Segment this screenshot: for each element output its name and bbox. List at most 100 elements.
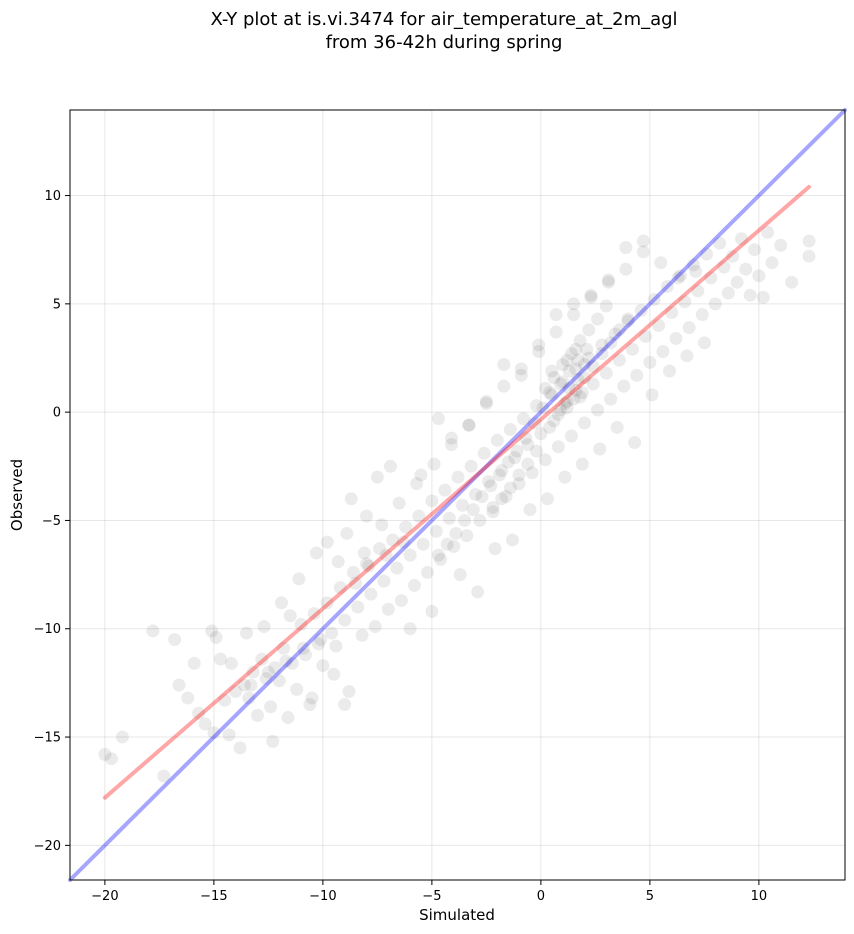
y-tick-label: 10 bbox=[44, 189, 61, 204]
data-point bbox=[595, 347, 609, 361]
x-axis-ticks: −20 −15 −10 −5 0 5 10 bbox=[91, 880, 767, 904]
data-point bbox=[508, 451, 522, 465]
data-point bbox=[222, 728, 236, 742]
data-point bbox=[660, 280, 674, 294]
data-point bbox=[333, 581, 347, 595]
data-point bbox=[713, 236, 727, 250]
data-point bbox=[187, 656, 201, 670]
x-tick-label: −10 bbox=[309, 889, 336, 904]
data-point bbox=[303, 698, 317, 712]
data-point bbox=[344, 492, 358, 506]
data-point bbox=[554, 403, 568, 417]
data-point bbox=[486, 505, 500, 519]
data-point bbox=[669, 332, 683, 346]
data-point bbox=[349, 576, 363, 590]
data-point bbox=[479, 396, 493, 410]
data-point bbox=[246, 665, 260, 679]
data-point bbox=[549, 308, 563, 322]
data-point bbox=[628, 435, 642, 449]
data-point bbox=[582, 323, 596, 337]
data-point bbox=[305, 691, 319, 705]
data-point bbox=[373, 542, 387, 556]
data-point bbox=[612, 353, 626, 367]
data-point bbox=[255, 652, 269, 666]
data-point bbox=[392, 496, 406, 510]
data-point bbox=[283, 609, 297, 623]
data-point bbox=[577, 358, 591, 372]
data-point bbox=[445, 431, 459, 445]
plot-area-frame bbox=[69, 109, 846, 881]
y-tick-label: −15 bbox=[34, 731, 61, 746]
data-point bbox=[209, 630, 223, 644]
data-point bbox=[506, 533, 520, 547]
data-point bbox=[601, 275, 615, 289]
data-point bbox=[390, 561, 404, 575]
data-point bbox=[647, 293, 661, 307]
data-point bbox=[364, 587, 378, 601]
data-point bbox=[697, 336, 711, 350]
data-point bbox=[580, 342, 594, 356]
data-point bbox=[558, 396, 572, 410]
data-point bbox=[575, 457, 589, 471]
data-point bbox=[551, 440, 565, 454]
y-tick-label: −10 bbox=[34, 622, 61, 637]
data-point bbox=[551, 407, 565, 421]
data-point bbox=[538, 381, 552, 395]
data-point bbox=[458, 513, 472, 527]
data-point bbox=[277, 641, 291, 655]
data-point bbox=[213, 652, 227, 666]
data-point bbox=[523, 503, 537, 517]
data-point bbox=[686, 258, 700, 272]
data-point bbox=[604, 392, 618, 406]
data-point bbox=[412, 509, 426, 523]
data-point bbox=[449, 526, 463, 540]
data-point bbox=[462, 418, 476, 432]
data-point bbox=[608, 327, 622, 341]
data-point bbox=[279, 654, 293, 668]
data-point bbox=[383, 459, 397, 473]
data-point bbox=[320, 535, 334, 549]
data-point bbox=[325, 626, 339, 640]
data-point bbox=[636, 234, 650, 248]
reference-lines bbox=[68, 108, 847, 882]
data-point bbox=[425, 494, 439, 508]
data-point bbox=[730, 275, 744, 289]
data-point bbox=[543, 420, 557, 434]
data-point bbox=[554, 377, 568, 391]
data-point bbox=[673, 269, 687, 283]
data-point bbox=[525, 466, 539, 480]
data-point bbox=[564, 347, 578, 361]
data-point bbox=[375, 518, 389, 532]
data-point bbox=[514, 362, 528, 376]
data-point bbox=[604, 336, 618, 350]
data-point bbox=[342, 685, 356, 699]
chart-title-line-2: from 36-42h during spring bbox=[326, 32, 563, 53]
data-point bbox=[320, 596, 334, 610]
data-point bbox=[748, 243, 762, 257]
data-point bbox=[595, 338, 609, 352]
data-point bbox=[362, 559, 376, 573]
data-point bbox=[532, 345, 546, 359]
data-point bbox=[521, 457, 535, 471]
data-point bbox=[704, 271, 718, 285]
data-point bbox=[530, 399, 544, 413]
data-point bbox=[543, 386, 557, 400]
data-point bbox=[560, 353, 574, 367]
data-point bbox=[802, 249, 816, 263]
data-point bbox=[146, 624, 160, 638]
data-point bbox=[296, 641, 310, 655]
data-point bbox=[717, 260, 731, 274]
data-point bbox=[577, 416, 591, 430]
data-point bbox=[643, 355, 657, 369]
data-point bbox=[571, 353, 585, 367]
data-point bbox=[503, 481, 517, 495]
data-point bbox=[224, 656, 238, 670]
data-point bbox=[556, 375, 570, 389]
data-point bbox=[652, 319, 666, 333]
data-point bbox=[403, 622, 417, 636]
data-point bbox=[536, 401, 550, 415]
data-point bbox=[482, 474, 496, 488]
data-point bbox=[421, 565, 435, 579]
y-axis-ticks: −20 −15 −10 −5 0 5 10 bbox=[34, 189, 70, 854]
x-tick-label: −5 bbox=[422, 889, 441, 904]
